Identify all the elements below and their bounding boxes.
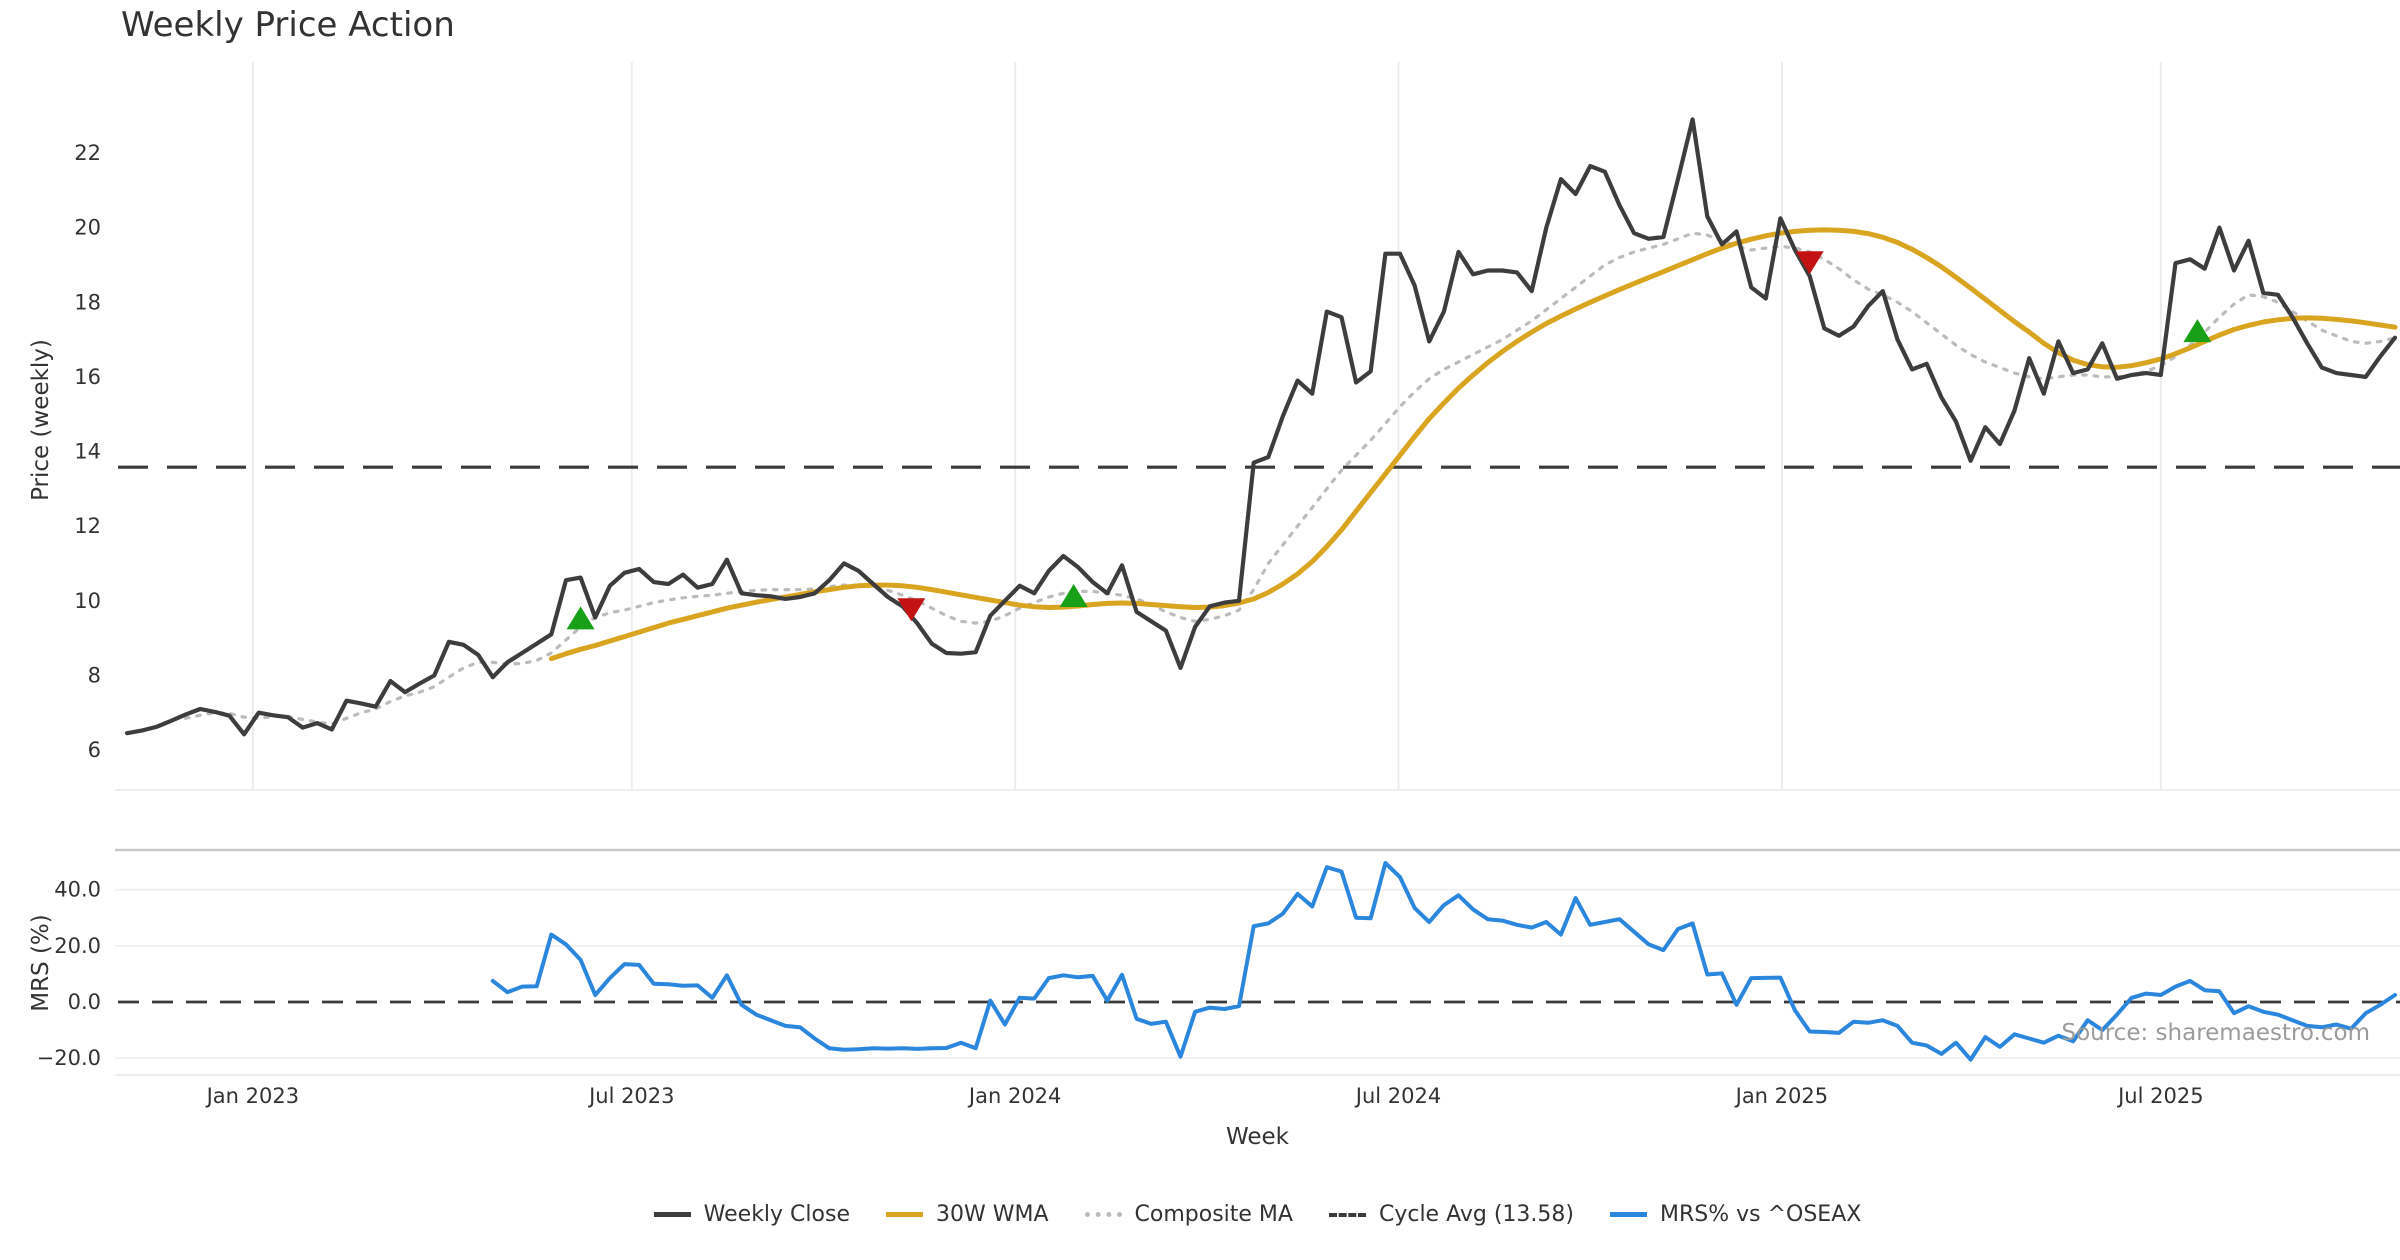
sell-signal-marker	[1795, 251, 1824, 275]
mrs-line	[490, 861, 2397, 1062]
price-ytick-18: 18	[74, 290, 101, 314]
price-axis-label: Price (weekly)	[28, 339, 54, 501]
wma-line	[548, 227, 2398, 662]
legend-label: Composite MA	[1134, 1202, 1293, 1227]
buy-signal-marker	[1059, 584, 1088, 608]
legend-swatch	[1084, 1212, 1122, 1217]
source-note: Source: sharemaestro.com	[2061, 1020, 2370, 1046]
mrs-ytick-0: 0.0	[68, 990, 101, 1014]
x-tick-4: Jan 2025	[1734, 1084, 1829, 1108]
price-ytick-20: 20	[74, 216, 101, 240]
legend-label: MRS% vs ^OSEAX	[1659, 1202, 1862, 1227]
legend-label: Cycle Avg (13.58)	[1378, 1202, 1574, 1227]
week-axis-label: Week	[1225, 1124, 1289, 1150]
x-tick-5: Jul 2025	[2116, 1084, 2203, 1108]
legend-item-30w-wma: 30W WMA	[886, 1202, 1049, 1227]
buy-signal-marker	[566, 606, 595, 630]
x-tick-1: Jul 2023	[587, 1084, 674, 1108]
legend-item-weekly-close: Weekly Close	[653, 1202, 850, 1227]
legend-item-cycle-avg-13-58-: Cycle Avg (13.58)	[1328, 1202, 1574, 1227]
legend-swatch	[1609, 1212, 1647, 1217]
mrs-ytick--20: −20.0	[37, 1046, 101, 1070]
buy-signal-marker	[2183, 319, 2212, 343]
x-tick-0: Jan 2023	[205, 1084, 300, 1108]
chart-title: Weekly Price Action	[121, 5, 455, 45]
weekly-close-line	[124, 117, 2398, 737]
composite-ma-line	[183, 231, 2397, 726]
mrs-axis-label: MRS (%)	[28, 914, 54, 1012]
legend-item-mrs-vs-oseax: MRS% vs ^OSEAX	[1609, 1202, 1862, 1227]
price-ytick-16: 16	[74, 365, 101, 389]
price-ytick-14: 14	[74, 440, 101, 464]
price-ytick-12: 12	[74, 514, 101, 538]
legend-item-composite-ma: Composite MA	[1084, 1202, 1293, 1227]
price-ytick-22: 22	[74, 141, 101, 165]
x-tick-3: Jul 2024	[1354, 1084, 1441, 1108]
mrs-ytick-20: 20.0	[54, 934, 101, 958]
x-tick-2: Jan 2024	[967, 1084, 1062, 1108]
price-ytick-10: 10	[74, 589, 101, 613]
legend-label: Weekly Close	[703, 1202, 850, 1227]
sell-signal-marker	[897, 598, 926, 622]
legend-swatch	[1328, 1212, 1366, 1217]
price-ytick-6: 6	[88, 738, 101, 762]
price-ytick-8: 8	[88, 663, 101, 687]
mrs-ytick-40: 40.0	[54, 878, 101, 902]
legend-swatch	[653, 1212, 691, 1217]
legend: Weekly Close 30W WMA Composite MA Cycle Avg…	[115, 1202, 2400, 1227]
legend-label: 30W WMA	[936, 1202, 1049, 1227]
legend-swatch	[886, 1212, 923, 1217]
